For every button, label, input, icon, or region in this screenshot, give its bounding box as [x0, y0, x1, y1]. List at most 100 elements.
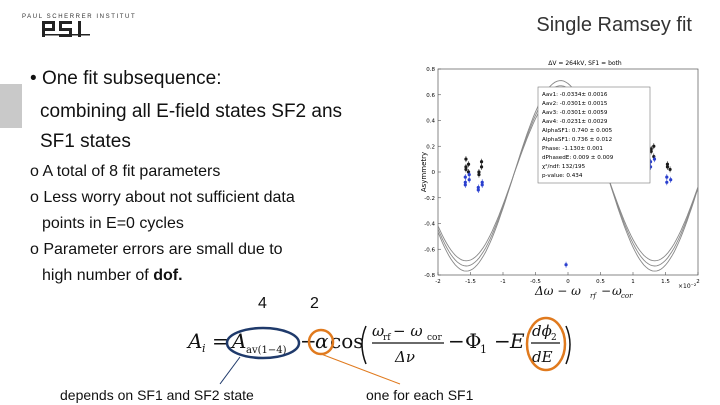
x-tick-label: 1.5	[661, 279, 670, 285]
formula-dphi-den: dE	[532, 348, 553, 366]
logo-text: PAUL SCHERRER INSTITUT	[22, 14, 137, 20]
x-tick-label: 0	[566, 279, 570, 285]
y-tick-label: -0.8	[424, 273, 435, 279]
formula-frac-num-sub1: rf	[383, 333, 391, 343]
x-tick-label: 2	[696, 279, 700, 285]
data-point-blue	[665, 175, 669, 179]
formula-phi-sub: 1	[480, 343, 487, 356]
data-point-black	[464, 157, 468, 161]
y-axis-label: Asymmetry	[420, 152, 428, 192]
data-point-blue	[480, 183, 484, 187]
x-axis-label-rf: rf	[590, 292, 597, 300]
sub-bullet-3: o Parameter errors are small due to	[30, 241, 283, 259]
sub-marker: o	[30, 163, 39, 180]
data-point-black	[479, 160, 484, 164]
x-axis-label-omega2: ω	[612, 284, 622, 298]
sub-bullet-3-line2-pre: high number of	[42, 267, 154, 284]
y-tick-label: -0.2	[424, 196, 435, 202]
y-tick-label: 0.8	[426, 67, 435, 73]
side-decoration	[0, 84, 22, 128]
ramsey-fit-chart: ΔV = 264kV, SF1 = both 0.8 0.6 0.4 0.2 0 -0.2…	[420, 60, 700, 300]
sub-bullet-3-text: Parameter errors are small due to	[43, 241, 283, 258]
sub-bullet-2: o Less worry about not sufficient data	[30, 189, 295, 207]
highlight-circle-dphi	[525, 316, 567, 372]
sub-marker: o	[30, 189, 39, 206]
data-point-blue	[652, 157, 657, 161]
y-tick-label: -0.6	[424, 247, 435, 253]
y-tick-label: -0.4	[424, 222, 435, 228]
legend-entry: Aav1: -0.0334± 0.0016	[542, 92, 608, 98]
sub-bullet-2-text: Less worry about not sufficient data	[43, 189, 295, 206]
formula-term-a-sub: av(1−4)	[246, 345, 287, 356]
slide-title: Single Ramsey fit	[536, 14, 692, 36]
note-alpha: one for each SF1	[366, 387, 474, 403]
sub-bullet-1: o A total of 8 fit parameters	[30, 163, 220, 181]
data-point-black	[479, 165, 484, 169]
formula-dphi-num: dϕ	[532, 322, 552, 340]
formula-lhs-sub: i	[202, 342, 206, 355]
sub-bullet-2-line2: points in E=0 cycles	[42, 215, 184, 232]
data-point-black	[665, 162, 670, 166]
data-point-blue	[463, 175, 467, 179]
data-point-black	[466, 162, 471, 166]
formula-equals: =	[212, 329, 229, 353]
bullet-line2: combining all E-field states SF2 ans	[40, 101, 343, 122]
note-aav: depends on SF1 and SF2 state	[60, 387, 254, 403]
main-bullet: • One fit subsequence:	[30, 68, 222, 90]
legend-entry: Aav4: -0.0231± 0.0029	[542, 119, 608, 125]
data-point-black	[464, 165, 468, 169]
y-tick-label: 0.4	[426, 119, 435, 125]
y-tick-label: 0.2	[426, 144, 435, 150]
data-point-blue	[463, 183, 467, 187]
x-axis-label-cor: cor	[621, 292, 633, 300]
x-tick-label: -1	[500, 279, 505, 285]
bullet-line3: SF1 states	[40, 131, 131, 152]
formula-e: E	[509, 329, 525, 353]
bullet-line1: One fit subsequence:	[41, 68, 222, 89]
legend-entry: AlphaSF1: 0.736 ± 0.012	[542, 137, 612, 143]
pointer-line-aav	[219, 356, 241, 385]
formula-phi: Φ	[465, 329, 481, 353]
data-point-blue	[467, 178, 471, 182]
legend-entry: Phase: -1.130± 0.001	[542, 146, 603, 152]
x-tick-label: -1.5	[465, 279, 476, 285]
formula-frac-num-sub2: cor	[427, 333, 442, 343]
formula: A i = A av(1−4) − α cos ω rf − ω cor Δν …	[186, 316, 571, 385]
legend-entry: Aav3: -0.0301± 0.0059	[542, 110, 608, 116]
formula-cos: cos	[330, 329, 364, 353]
highlight-ellipse-aav	[225, 326, 301, 360]
data-point-blue	[564, 263, 568, 267]
data-point-black	[649, 149, 653, 153]
formula-frac-den: Δν	[394, 348, 415, 366]
chart-title: ΔV = 264kV, SF1 = both	[548, 60, 622, 67]
formula-lhs: A	[186, 329, 202, 353]
sub-bullet-3-line2: high number of dof.	[42, 267, 183, 285]
data-point-blue	[467, 172, 471, 177]
x-tick-label: -0.5	[530, 279, 541, 285]
formula-minus-3: −	[494, 329, 511, 353]
data-point-blue	[665, 180, 669, 184]
bullet-marker: •	[30, 68, 37, 89]
data-point-black	[668, 167, 672, 172]
legend-entry: Aav2: -0.0301± 0.0015	[542, 101, 608, 107]
x-axis-label: Δω − ω	[534, 284, 581, 298]
y-tick-label: 0	[432, 170, 436, 176]
legend-entry: dPhasedE: 0.009 ± 0.009	[542, 155, 614, 161]
dof-text: dof.	[153, 267, 183, 284]
legend-entry: χ²/ndf: 132/195	[542, 163, 586, 170]
pointer-line-alpha	[320, 353, 401, 385]
count-label-aav: 4	[258, 295, 267, 312]
x-tick-label: 1	[631, 279, 635, 285]
x-tick-label: -2	[435, 279, 440, 285]
formula-alpha: α	[315, 329, 329, 353]
legend-entry: AlphaSF1: 0.740 ± 0.005	[542, 128, 613, 134]
sub-marker: o	[30, 241, 39, 258]
formula-frac-num-mid: − ω	[393, 322, 423, 340]
data-point-blue	[669, 178, 673, 182]
formula-frac-num: ω	[372, 322, 384, 340]
x-tick-label: 0.5	[596, 279, 605, 285]
formula-minus-2: −	[448, 329, 465, 353]
fit-curve-1	[437, 80, 699, 272]
sub-bullet-1-text: A total of 8 fit parameters	[42, 163, 221, 180]
